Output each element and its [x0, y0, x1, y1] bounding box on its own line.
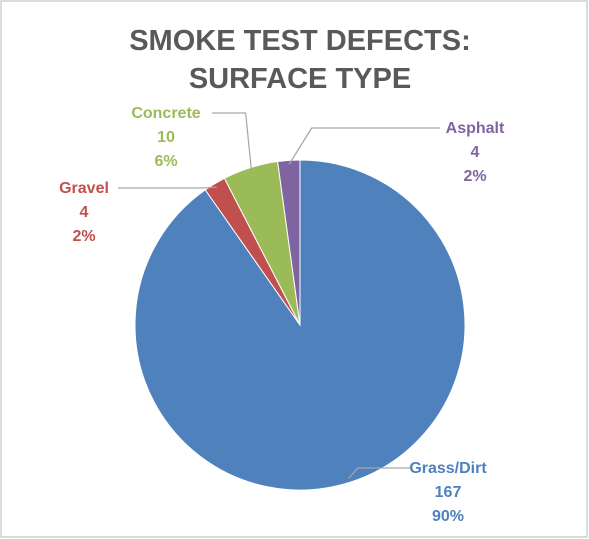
data-label-percent: 6% [154, 153, 177, 170]
data-label-value: 10 [157, 129, 175, 146]
data-label-name: Grass/Dirt [409, 460, 487, 477]
data-label-percent: 90% [432, 508, 464, 525]
data-label-value: 167 [435, 484, 462, 501]
pie-slice [277, 159, 301, 326]
data-label-name: Concrete [131, 105, 200, 122]
leader-line [212, 112, 253, 172]
data-label-name: Gravel [59, 180, 109, 197]
data-label-percent: 2% [72, 228, 95, 245]
leader-line [288, 127, 440, 165]
leader-line [348, 467, 412, 479]
leader-line [118, 186, 217, 189]
data-label-value: 4 [471, 144, 480, 161]
chart-title: SMOKE TEST DEFECTS: [129, 25, 471, 57]
data-label-value: 4 [80, 204, 89, 221]
data-label-name: Asphalt [446, 120, 505, 137]
chart-title: SURFACE TYPE [189, 63, 411, 95]
data-label-percent: 2% [463, 168, 486, 185]
